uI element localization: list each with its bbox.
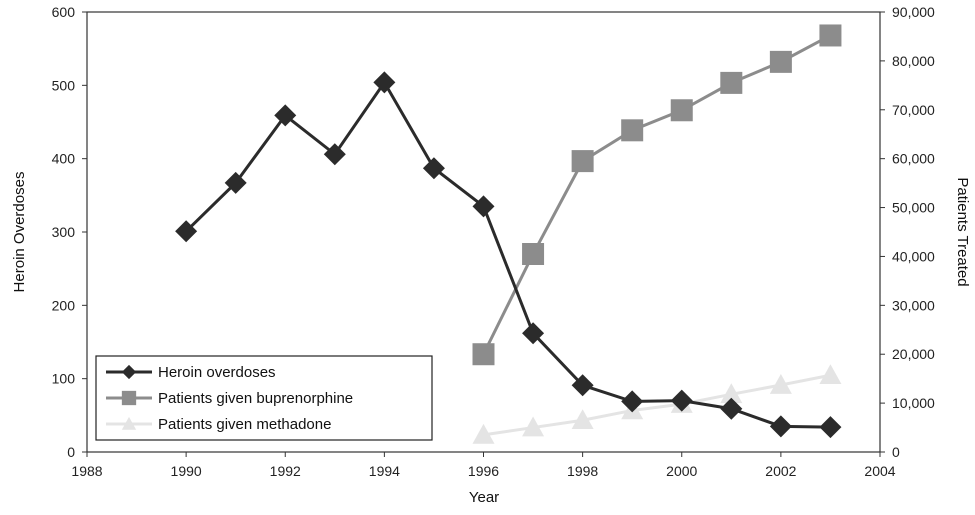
y-left-tick-label: 400 (52, 151, 76, 167)
data-point (422, 157, 445, 180)
data-point (522, 416, 545, 437)
y-left-tick-label: 300 (52, 224, 76, 240)
data-point (522, 243, 545, 265)
data-point (720, 71, 743, 94)
series-diamond (175, 71, 842, 439)
series-line (483, 373, 831, 437)
y-right-tick-label: 70,000 (892, 102, 935, 118)
y-right-tick-label: 20,000 (892, 346, 935, 362)
x-tick-label: 1996 (468, 463, 499, 479)
x-tick-label: 1994 (369, 463, 400, 479)
x-tick-label: 1992 (270, 463, 301, 479)
y-right-tick-label: 80,000 (892, 53, 935, 69)
x-axis-title: Year (469, 489, 499, 506)
data-point (522, 322, 545, 345)
data-point (274, 104, 297, 127)
data-point (571, 374, 594, 397)
x-tick-label: 1990 (171, 463, 202, 479)
y-right-tick-label: 0 (892, 444, 900, 460)
data-point (819, 24, 842, 47)
legend-entry: Patients given buprenorphine (106, 390, 353, 407)
legend-label: Heroin overdoses (158, 364, 276, 381)
legend-entry: Patients given methadone (106, 416, 331, 433)
legend-label: Patients given buprenorphine (158, 390, 353, 407)
legend-label: Patients given methadone (158, 416, 331, 433)
y-right-tick-label: 90,000 (892, 4, 935, 20)
data-point (621, 390, 644, 413)
y-axis-right-title: Patients Treated (954, 177, 971, 286)
data-point (720, 383, 743, 404)
data-point (224, 171, 247, 194)
data-point (621, 119, 644, 142)
data-point (472, 343, 495, 366)
y-left-tick-label: 600 (52, 4, 76, 20)
x-tick-label: 2004 (864, 463, 895, 479)
legend-swatch-marker (121, 416, 137, 430)
y-right-tick-label: 50,000 (892, 200, 935, 216)
data-point (373, 71, 396, 94)
y-left-tick-label: 200 (52, 297, 76, 313)
legend-entry: Heroin overdoses (106, 364, 276, 381)
data-point (472, 195, 495, 218)
y-right-tick-label: 40,000 (892, 248, 935, 264)
x-tick-label: 1988 (71, 463, 102, 479)
x-tick-label: 1998 (567, 463, 598, 479)
y-left-tick-label: 100 (52, 371, 76, 387)
data-point (670, 99, 693, 122)
legend-swatch-marker (121, 390, 137, 406)
data-point (769, 374, 792, 394)
x-tick-label: 2000 (666, 463, 697, 479)
data-point (720, 397, 743, 420)
data-point (472, 423, 495, 444)
data-point (769, 415, 792, 438)
y-axis-left-title: Heroin Overdoses (11, 172, 28, 293)
data-point (769, 50, 792, 73)
series-square (472, 24, 842, 366)
y-left-tick-label: 500 (52, 77, 76, 93)
y-right-tick-label: 10,000 (892, 395, 935, 411)
x-tick-label: 2002 (765, 463, 796, 479)
data-point (670, 389, 693, 412)
y-right-tick-label: 60,000 (892, 151, 935, 167)
y-right-tick-label: 30,000 (892, 297, 935, 313)
data-point (819, 364, 842, 385)
data-point (571, 150, 594, 173)
data-point (819, 416, 842, 439)
data-point (571, 409, 594, 430)
data-point (323, 143, 346, 166)
y-left-tick-label: 0 (67, 444, 75, 460)
data-point (175, 220, 198, 243)
series-line (482, 34, 832, 355)
